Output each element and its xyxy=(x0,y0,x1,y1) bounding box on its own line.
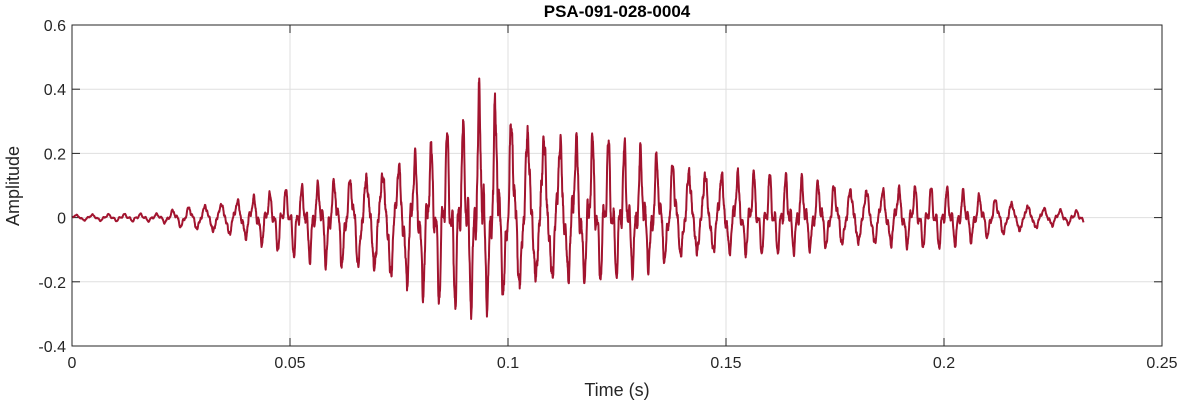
y-tick-label: 0 xyxy=(57,211,66,228)
x-tick-label: 0.15 xyxy=(710,355,741,372)
plot-box xyxy=(71,24,1163,347)
x-tick-label: 0.05 xyxy=(274,355,305,372)
x-tick-label: 0.25 xyxy=(1146,355,1177,372)
y-tick-label: -0.2 xyxy=(38,275,66,292)
y-tick-label: -0.4 xyxy=(38,339,66,356)
x-tick-label: 0.2 xyxy=(933,355,955,372)
chart-title: PSA-091-028-0004 xyxy=(544,2,691,21)
y-axis-label: Amplitude xyxy=(3,146,23,226)
tick-labels: 0 0.05 0.1 0.15 0.2 0.25 -0.4 -0.2 0 0.2 0.4 0.6 xyxy=(38,18,1177,372)
y-tick-label: 0.6 xyxy=(44,18,66,35)
y-tick-label: 0.2 xyxy=(44,146,66,163)
x-axis-label: Time (s) xyxy=(584,380,649,400)
x-tick-label: 0 xyxy=(68,355,77,372)
y-tick-label: 0.4 xyxy=(44,82,66,99)
series-group xyxy=(71,77,1085,320)
plot-area xyxy=(72,25,1162,346)
series-line xyxy=(71,77,1085,320)
grid xyxy=(72,25,1162,346)
x-tick-label: 0.1 xyxy=(497,355,519,372)
